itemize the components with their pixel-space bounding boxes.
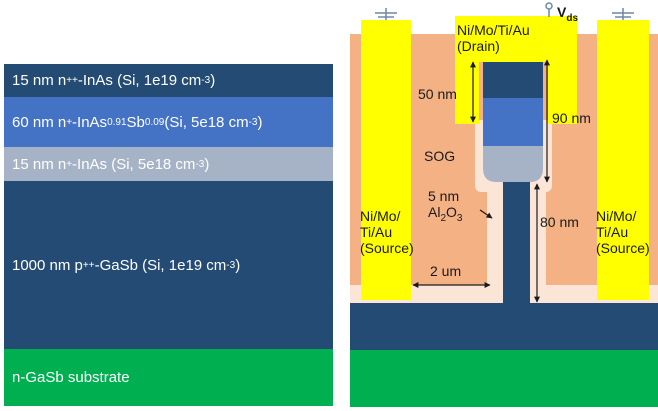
layer-text: 15 nm n [12,155,67,173]
al2o3-formula: Al2O3 [428,204,462,227]
al2o3-sub: 3 [456,212,463,224]
device-substrate [350,350,658,407]
source-right-label: Ni/Mo/ Ti/Au (Source) [596,208,650,256]
source-contact-left [361,20,411,300]
source-contact-right [597,20,649,300]
source-left-line1: Ni/Mo/ [360,208,401,224]
sog-label: SOG [424,148,456,164]
al2o3-thickness: 5 nm [428,188,460,204]
source-left-label: Ni/Mo/ Ti/Au (Source) [360,208,414,256]
layer-gasb-p: 1000 nm p ++ -GaSb (Si, 1e19 cm -3) [4,181,333,349]
drain-label: Ni/Mo/Ti/Au (Drain) [457,22,530,54]
layer-inas-bottom: 15 nm n + -InAs (Si, 5e18 cm -3) [4,147,333,181]
nanowire-stem [503,180,530,305]
layer-sup: ++ [66,75,78,86]
vds-sub: ds [566,12,579,24]
layer-text: n-GaSb substrate [12,369,130,386]
layer-text: -InAs (Si, 1e19 cm [77,72,202,89]
layer-inas-top: 15 nm n ++ -InAs (Si, 1e19 cm -3) [4,64,333,97]
layer-text: ) [204,155,210,173]
layer-text: 60 nm n [12,113,67,131]
al2o3-sub: 2 [440,212,447,224]
layer-sup: -3 [226,259,236,271]
layer-sub: 0.91 [107,116,127,128]
layer-inassb: 60 nm n + -InAs 0.91 Sb 0.09 (Si, 5e18 cm -3) [4,97,333,147]
drain-line2: (Drain) [457,38,500,54]
layer-sup: -3 [201,75,211,86]
layer-sup: ++ [82,259,95,271]
source-right-line2: Ti/Au [596,224,629,240]
al2o3-pointer [479,209,493,219]
layer-text: ) [257,113,263,131]
dim-50nm-label: 50 nm [418,86,457,102]
drain-line1: Ni/Mo/Ti/Au [457,22,530,38]
ground-icon-left [375,8,397,20]
dim-90nm-label: 90 nm [552,110,591,126]
device-base [350,303,658,350]
layer-substrate: n-GaSb substrate [4,349,333,406]
al2o3-part: Al [428,204,441,220]
nanowire-top [483,60,543,98]
layer-text: 1000 nm p [12,256,83,274]
source-right-line3: (Source) [596,240,650,256]
layer-text: -GaSb (Si, 1e19 cm [94,256,227,274]
layer-sup: + [66,158,73,170]
dim-2um-label: 2 um [430,263,462,279]
layer-sub: 0.09 [144,116,165,128]
layer-text: Sb [126,113,145,131]
ground-icon-right [612,8,634,20]
layer-text: -InAs (Si, 5e18 cm [72,155,196,173]
vds-terminal-icon [545,2,553,17]
layer-text: (Si, 5e18 cm [164,113,249,131]
nanowire-tip [483,146,543,182]
liner-stem-left [487,182,503,290]
layer-sup: -3 [195,158,205,170]
al2o3-part: O [446,204,457,220]
layer-text: 15 nm n [12,72,67,89]
vds-main: V [557,4,567,20]
source-left-line3: (Source) [360,240,414,256]
vds-label: Vds [557,4,578,27]
layer-text: ) [235,256,241,274]
al2o3-label: 5 nm Al2O3 [428,188,462,227]
layer-text: -InAs [72,113,108,131]
layer-sup: -3 [248,116,258,128]
layer-text: ) [210,72,216,89]
dim-80nm-label: 80 nm [540,214,579,230]
source-left-line2: Ti/Au [360,224,393,240]
nanowire-mid [483,98,543,146]
liner-stem-right [530,182,546,290]
layer-sup: + [66,116,73,128]
source-right-line1: Ni/Mo/ [596,208,637,224]
drain-contact [455,16,577,124]
